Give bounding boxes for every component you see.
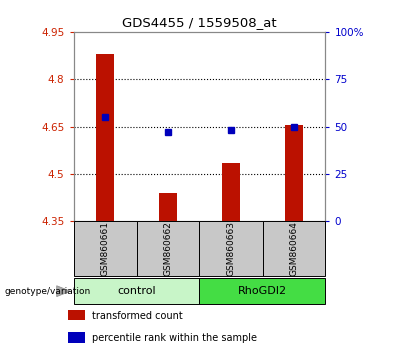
Text: GSM860662: GSM860662 [163, 221, 173, 276]
Bar [159, 193, 177, 221]
Text: percentile rank within the sample: percentile rank within the sample [92, 333, 257, 343]
FancyBboxPatch shape [200, 278, 326, 304]
Bar [68, 332, 85, 343]
Text: GSM860661: GSM860661 [100, 221, 110, 276]
Text: GSM860664: GSM860664 [289, 221, 299, 276]
FancyBboxPatch shape [74, 221, 136, 276]
Text: genotype/variation: genotype/variation [4, 287, 90, 296]
Bar [285, 125, 303, 221]
Text: RhoGDI2: RhoGDI2 [238, 286, 287, 296]
Bar [68, 310, 85, 320]
FancyBboxPatch shape [74, 278, 200, 304]
Text: GSM860663: GSM860663 [226, 221, 236, 276]
Bar [222, 163, 240, 221]
Polygon shape [57, 286, 71, 297]
Bar [96, 54, 114, 221]
FancyBboxPatch shape [262, 221, 326, 276]
Title: GDS4455 / 1559508_at: GDS4455 / 1559508_at [122, 16, 277, 29]
Text: control: control [117, 286, 156, 296]
FancyBboxPatch shape [200, 221, 262, 276]
FancyBboxPatch shape [136, 221, 200, 276]
Text: transformed count: transformed count [92, 311, 183, 321]
